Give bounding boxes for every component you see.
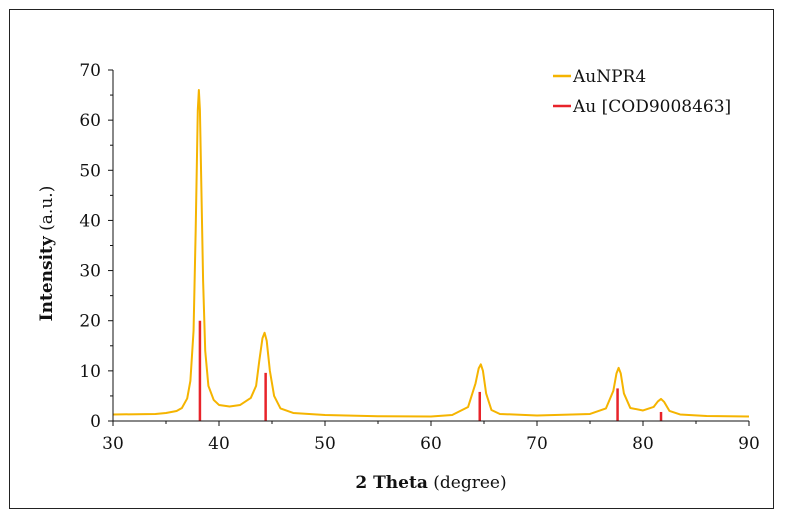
y-tick-label: 10	[79, 362, 101, 382]
x-axis-title: 2 Theta (degree)	[355, 473, 506, 493]
y-tick-label: 40	[79, 211, 101, 231]
x-tick-label: 60	[420, 434, 442, 454]
x-tick-label: 70	[526, 434, 548, 454]
x-axis-title-unit: (degree)	[428, 473, 507, 493]
y-tick-label: 30	[79, 262, 101, 282]
y-tick-label: 60	[79, 111, 101, 131]
x-axis-title-bold: 2 Theta	[355, 473, 427, 493]
x-tick-label: 40	[208, 434, 230, 454]
legend-label: Au [COD9008463]	[572, 97, 731, 117]
x-tick-label: 50	[314, 434, 336, 454]
y-tick-label: 20	[79, 312, 101, 332]
x-tick-label: 80	[632, 434, 654, 454]
y-tick-label: 50	[79, 161, 101, 181]
y-axis-title-bold: Intensity	[37, 235, 57, 321]
series-line-auNPR4	[112, 89, 750, 418]
x-tick-label: 90	[738, 434, 760, 454]
legend-label: AuNPR4	[572, 67, 646, 87]
plot-area	[112, 89, 750, 421]
legend: AuNPR4 Au [COD9008463]	[553, 67, 731, 117]
y-tick-label: 0	[90, 412, 101, 432]
chart-frame	[9, 9, 774, 509]
y-tick-label: 70	[79, 61, 101, 81]
x-tick-label: 30	[102, 434, 124, 454]
axes: 30 40 50 60 70 80 90 0 10 20 30 40 50 60 70	[79, 61, 759, 454]
y-axis-title-unit: (a.u.)	[37, 186, 57, 237]
y-axis-title: Intensity (a.u.)	[37, 186, 57, 322]
